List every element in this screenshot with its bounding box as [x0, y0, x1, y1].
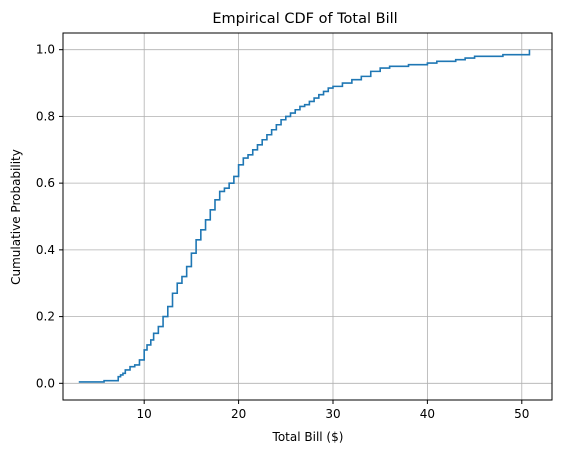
- y-axis-label: Cumulative Probability: [9, 149, 23, 285]
- ecdf-step-line: [78, 49, 531, 383]
- x-tick-label: 50: [514, 407, 529, 421]
- x-tick-label: 40: [420, 407, 435, 421]
- x-tick-label: 30: [325, 407, 340, 421]
- y-tick-label: 0.0: [36, 376, 55, 390]
- axis-ticks: 10 20 30 40 50 0.0 0.2 0.4 0.6 0.8 1.0: [36, 43, 530, 421]
- y-tick-label: 0.4: [36, 243, 55, 257]
- plot-frame: [62, 32, 553, 401]
- x-axis-label: Total Bill ($): [272, 430, 344, 444]
- y-tick-label: 1.0: [36, 43, 55, 57]
- x-tick-label: 20: [231, 407, 246, 421]
- y-tick-label: 0.6: [36, 176, 55, 190]
- grid-lines: [63, 33, 552, 400]
- x-tick-label: 10: [137, 407, 152, 421]
- series-group: [78, 49, 531, 383]
- chart-title: Empirical CDF of Total Bill: [212, 11, 397, 27]
- y-tick-label: 0.2: [36, 310, 55, 324]
- y-tick-label: 0.8: [36, 109, 55, 123]
